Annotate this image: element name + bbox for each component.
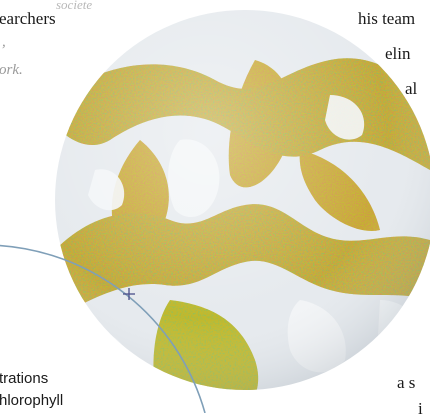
caption-line-2: hlorophyll (0, 392, 64, 409)
upper-right-line-1: his team (358, 9, 416, 28)
upper-left-line-3: ork. (0, 62, 23, 78)
crosshair-icon (123, 288, 135, 300)
globe-sphere (55, 10, 430, 390)
upper-left-line-2: , (2, 34, 6, 50)
upper-left-line-1: earchers (0, 9, 56, 28)
guide-ring (0, 244, 206, 413)
faint-word: societe (56, 0, 93, 12)
caption-line-1: trations (0, 370, 49, 387)
lower-right-line-2: i (418, 399, 423, 418)
upper-right-line-3: al (405, 79, 418, 98)
upper-right-line-2: elin (385, 44, 411, 63)
lower-right-line-1: a s (397, 373, 416, 392)
